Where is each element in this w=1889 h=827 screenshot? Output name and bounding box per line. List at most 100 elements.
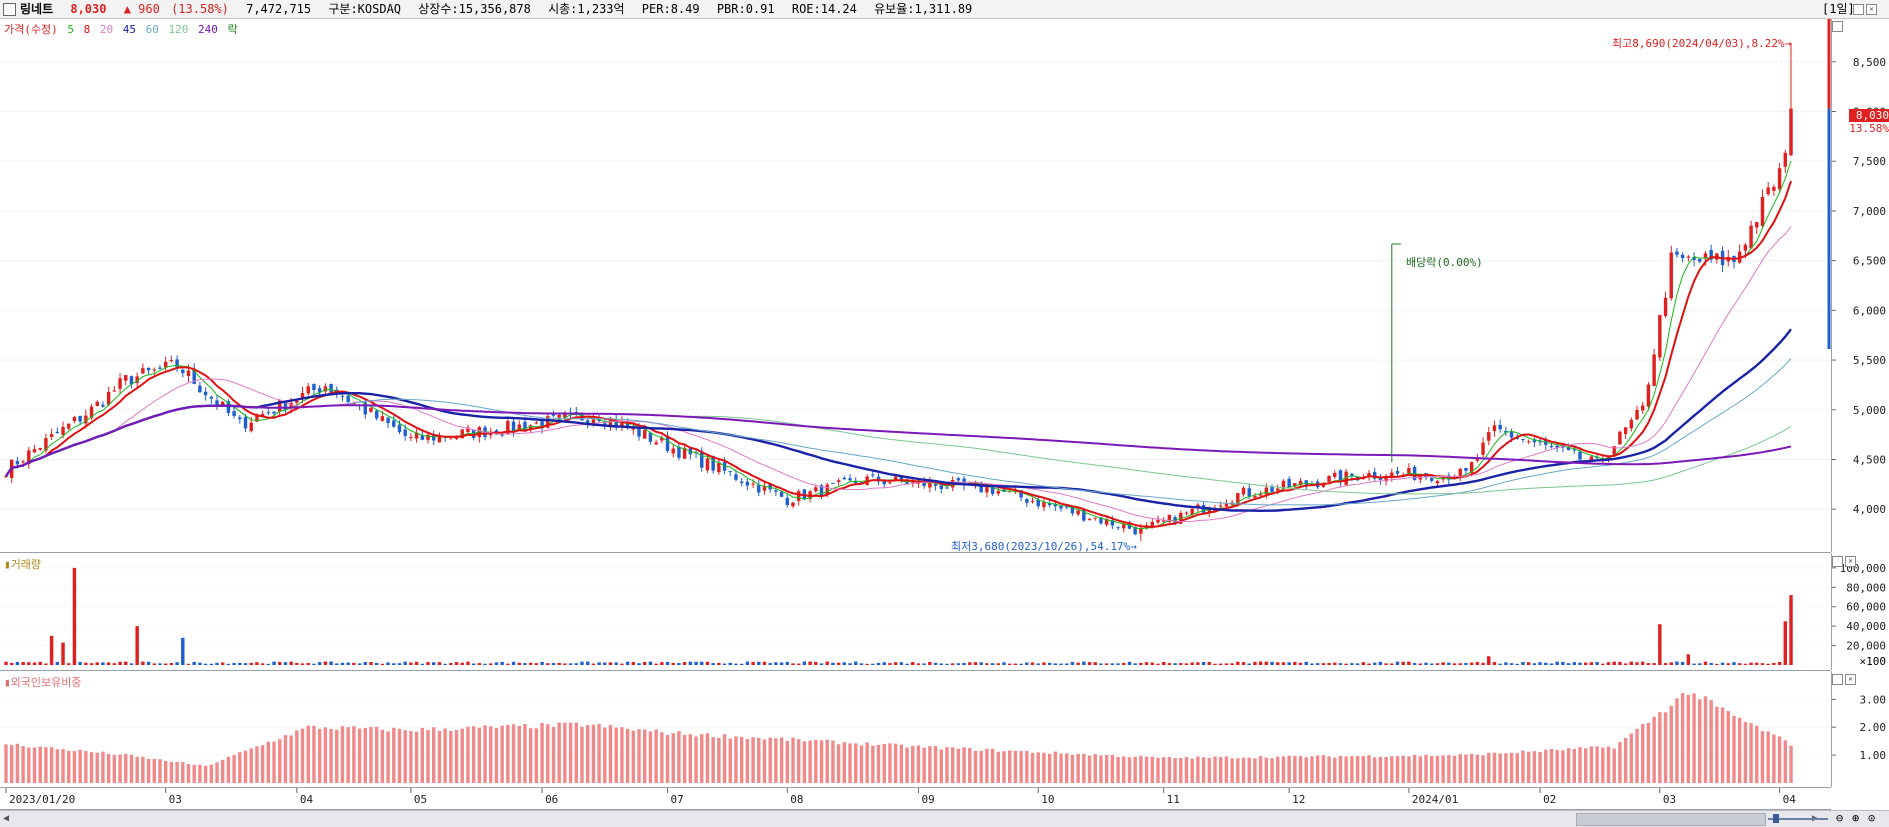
foreign-bar: [1743, 722, 1748, 783]
foreign-bar: [722, 734, 727, 783]
volume-bar: [1732, 662, 1736, 665]
volume-bar: [1618, 661, 1622, 665]
scroll-thumb[interactable]: [1576, 813, 1766, 826]
scroll-left-icon[interactable]: ◀: [3, 813, 10, 824]
pane-maximize-icon[interactable]: [1832, 21, 1843, 32]
candle-body: [1133, 526, 1137, 535]
zoom-handle[interactable]: [1773, 814, 1779, 823]
candle-body: [1338, 470, 1343, 483]
volume-legend[interactable]: ▮거래량: [4, 558, 41, 571]
foreign-bar: [534, 728, 539, 783]
foreign-bar: [751, 737, 755, 783]
foreign-legend[interactable]: ▮외국인보유비중: [4, 676, 82, 689]
foreign-bar: [27, 747, 31, 783]
foreign-bar: [374, 726, 379, 783]
legend-ma8[interactable]: 8: [83, 23, 91, 36]
zoom-slider[interactable]: [1768, 818, 1828, 820]
zoom-out-icon[interactable]: ⊖: [1836, 811, 1844, 825]
foreign-bar: [1646, 722, 1651, 783]
candle-body: [215, 400, 219, 407]
volume-bar: [220, 662, 225, 665]
foreign-bar: [49, 747, 54, 783]
volume-bar: [1007, 663, 1012, 665]
foreign-bar: [1270, 758, 1274, 783]
pane-maximize-icon[interactable]: [1832, 556, 1843, 567]
period-selector[interactable]: [1일]: [1822, 2, 1855, 16]
candle-body: [323, 386, 328, 392]
candle-body: [557, 414, 561, 418]
legend-ma120[interactable]: 120: [168, 23, 189, 36]
foreign-ownership-chart[interactable]: [0, 671, 1831, 787]
foreign-bar: [597, 724, 601, 783]
foreign-bar: [1686, 694, 1691, 783]
candle-body: [842, 477, 847, 480]
foreign-bar: [1070, 754, 1075, 783]
foreign-bar: [933, 746, 938, 783]
zoom-in-icon[interactable]: ⊕: [1852, 811, 1860, 825]
maximize-icon[interactable]: [1853, 4, 1864, 15]
select-checkbox[interactable]: [3, 3, 16, 16]
zoom-reset-icon[interactable]: ⊙: [1868, 811, 1876, 825]
volume-bar: [489, 663, 493, 665]
foreign-bar: [842, 742, 847, 783]
foreign-axis: 1.00 2.00 3.00 ✕: [1831, 671, 1889, 787]
legend-ma240[interactable]: 240: [197, 23, 218, 36]
candle-body: [449, 437, 453, 439]
candle-body: [181, 369, 185, 374]
stock-info-bar: 링네트 8,030 ▲ 960 (13.58%) 7,472,715 구분:KO…: [0, 0, 1889, 19]
volume-bar: [1281, 662, 1286, 665]
close-icon[interactable]: ✕: [1866, 4, 1877, 15]
foreign-bar: [181, 762, 185, 783]
volume-bar: [739, 663, 744, 665]
candle-body: [1104, 518, 1109, 525]
volume-bar: [1549, 663, 1554, 665]
foreign-bar: [175, 761, 179, 783]
foreign-bar: [528, 728, 533, 783]
foreign-tick-label: 2.00: [1860, 721, 1887, 734]
volume-bar: [665, 661, 670, 665]
candle-body: [1498, 424, 1502, 430]
price-tick-label: 7,000: [1853, 205, 1886, 218]
candle-body: [1276, 488, 1280, 491]
legend-price[interactable]: 가격(수정): [4, 23, 58, 36]
volume-bar: [1601, 663, 1605, 665]
volume-bar: [1709, 662, 1713, 665]
pane-close-icon[interactable]: ✕: [1845, 556, 1856, 567]
candle-body: [774, 490, 778, 492]
foreign-bar: [278, 739, 282, 783]
candle-body: [1350, 473, 1354, 477]
volume-bar: [1749, 662, 1753, 665]
volume-bar: [762, 661, 767, 665]
foreign-bar: [745, 739, 750, 783]
pane-close-icon[interactable]: ✕: [1845, 674, 1856, 685]
horizontal-scrollbar[interactable]: ◀ ▶ ⊖ ⊕ ⊙: [0, 810, 1889, 827]
candle-body: [1612, 446, 1616, 456]
volume-chart[interactable]: [0, 553, 1831, 670]
legend-ma45[interactable]: 45: [122, 23, 136, 36]
volume-bar: [517, 662, 521, 665]
volume-bar: [1407, 661, 1411, 665]
volume-bar: [312, 663, 316, 665]
volume-bar: [289, 661, 293, 665]
foreign-bar: [1378, 756, 1383, 783]
volume-bar: [1287, 662, 1291, 665]
candle-body: [38, 447, 42, 450]
candle-body: [1663, 297, 1668, 316]
stock-name[interactable]: 링네트: [20, 2, 54, 16]
legend-ma20[interactable]: 20: [99, 23, 114, 36]
volume-bar: [1224, 663, 1229, 665]
volume-bar: [1589, 662, 1594, 665]
volume-bar: [654, 663, 658, 665]
legend-dividend[interactable]: 락: [227, 23, 238, 36]
pane-maximize-icon[interactable]: [1832, 674, 1843, 685]
candle-body: [939, 485, 943, 490]
price-chart[interactable]: [0, 19, 1831, 552]
volume-bar: [1167, 663, 1172, 665]
legend-ma60[interactable]: 60: [145, 23, 159, 36]
volume-bar: [152, 663, 156, 665]
volume-bar: [1424, 662, 1428, 665]
legend-ma5[interactable]: 5: [67, 23, 74, 36]
volume-bar: [95, 662, 99, 665]
volume-bar: [186, 663, 191, 665]
foreign-bar: [249, 748, 253, 783]
